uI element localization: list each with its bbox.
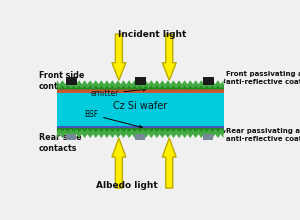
Text: BSF: BSF (84, 110, 142, 128)
FancyArrow shape (162, 138, 176, 188)
Bar (57, 129, 223, 134)
Polygon shape (57, 86, 223, 90)
Bar (57, 126, 223, 130)
Text: Cz Si wafer: Cz Si wafer (113, 101, 167, 111)
Bar (135, 134, 145, 140)
Polygon shape (57, 133, 223, 138)
Bar (57, 93, 223, 126)
Text: Incident light: Incident light (118, 30, 186, 39)
Polygon shape (57, 128, 223, 132)
Text: Rear side
contacts: Rear side contacts (39, 133, 82, 153)
Text: Front side
contacts: Front side contacts (39, 71, 84, 91)
Bar (203, 77, 214, 85)
Bar (135, 77, 146, 85)
Bar (66, 134, 76, 140)
Text: Rear passivating and
anti-reflective coating: Rear passivating and anti-reflective coa… (226, 128, 300, 141)
Text: Front passivating and
anti-reflective coating: Front passivating and anti-reflective co… (226, 71, 300, 84)
FancyArrow shape (112, 138, 126, 188)
Bar (57, 84, 223, 89)
Bar (66, 77, 77, 85)
Polygon shape (57, 80, 223, 85)
FancyArrow shape (112, 34, 126, 80)
Text: emitter: emitter (90, 88, 146, 99)
Bar (203, 134, 213, 140)
Text: Albedo light: Albedo light (96, 181, 158, 190)
FancyArrow shape (162, 34, 176, 80)
Bar (57, 87, 223, 93)
